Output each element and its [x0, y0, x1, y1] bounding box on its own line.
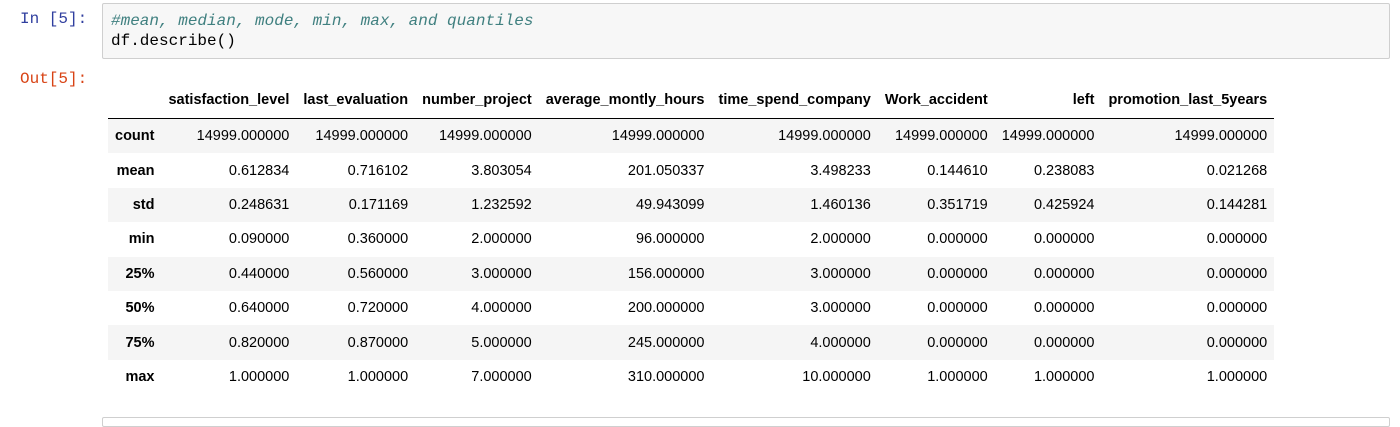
table-cell: 1.000000 [1206, 368, 1268, 385]
table-cell: 0.000000 [1033, 334, 1095, 351]
table-cell: 1.000000 [927, 368, 988, 385]
table-cell: 0.248631 [228, 196, 290, 213]
table-cell: 0.560000 [347, 265, 409, 282]
table-cell: 0.000000 [927, 231, 988, 248]
table-cell: 0.720000 [347, 300, 409, 317]
table-body: count 14999.000000 14999.000000 14999.00000… [108, 118, 1275, 395]
table-cell: 49.943099 [635, 196, 705, 213]
table-cell: 14999.000000 [438, 128, 532, 145]
row-label: 75% [125, 334, 155, 351]
table-row: 25% 0.440000 0.560000 3.000000 156.000000 3.0… [108, 256, 1275, 291]
table-cell: 0.000000 [1033, 265, 1095, 282]
column-header: time_spend_company [711, 82, 878, 119]
table-cell: 0.000000 [927, 300, 988, 317]
table-row: 50% 0.640000 0.720000 4.000000 200.000000 3.0… [108, 290, 1275, 326]
table-row: max 1.000000 1.000000 7.000000 310.000000 10.… [108, 359, 1275, 395]
column-header: promotion_last_5years [1101, 82, 1275, 119]
row-label: 50% [125, 300, 155, 317]
table-cell: 14999.000000 [1001, 128, 1095, 145]
table-row: min 0.090000 0.360000 2.000000 96.000000 2.00… [108, 222, 1275, 257]
table-cell: 14999.000000 [778, 128, 871, 145]
table-cell: 14999.000000 [611, 128, 705, 145]
table-cell: 96.000000 [635, 231, 705, 248]
code-input-cell[interactable]: #mean, median, mode, min, max, and quant… [102, 3, 1390, 59]
column-header: Work_accident [877, 82, 995, 119]
index-header [108, 82, 162, 119]
table-cell: 0.000000 [1033, 231, 1095, 248]
column-header: left [994, 82, 1102, 119]
table-cell: 0.351719 [927, 196, 988, 213]
table-cell: 2.000000 [471, 231, 532, 248]
table-cell: 3.498233 [810, 162, 871, 179]
table-cell: 7.000000 [471, 368, 532, 385]
table-cell: 3.803054 [471, 162, 532, 179]
table-cell: 1.000000 [347, 368, 409, 385]
table-cell: 4.000000 [471, 300, 532, 317]
table-cell: 0.440000 [228, 265, 290, 282]
table-cell: 1.460136 [810, 196, 871, 213]
row-label: count [115, 128, 155, 145]
table-cell: 0.640000 [228, 300, 290, 317]
row-label: mean [116, 162, 155, 179]
table-cell: 1.000000 [228, 368, 290, 385]
table-cell: 0.238083 [1033, 162, 1095, 179]
table-cell: 0.612834 [228, 162, 290, 179]
column-header: last_evaluation [296, 82, 416, 119]
table-cell: 1.000000 [1033, 368, 1095, 385]
table-cell: 0.000000 [927, 334, 988, 351]
table-cell: 0.000000 [1206, 300, 1268, 317]
table-cell: 310.000000 [627, 368, 705, 385]
table-cell: 0.144281 [1206, 196, 1268, 213]
next-input-cell[interactable] [102, 417, 1390, 427]
table-cell: 201.050337 [627, 162, 705, 179]
table-cell: 0.360000 [347, 231, 409, 248]
row-label: 25% [125, 265, 155, 282]
describe-dataframe-table: satisfaction_level last_evaluation number_… [108, 82, 1275, 395]
table-cell: 0.000000 [927, 265, 988, 282]
row-label: min [128, 231, 155, 248]
table-row: std 0.248631 0.171169 1.232592 49.943099 1.46… [108, 187, 1275, 223]
table-cell: 5.000000 [471, 334, 532, 351]
table-cell: 0.144610 [927, 162, 988, 179]
table-cell: 156.000000 [627, 265, 705, 282]
table-row: count 14999.000000 14999.000000 14999.00000… [108, 118, 1275, 154]
table-cell: 10.000000 [802, 368, 871, 385]
table-cell: 14999.000000 [315, 128, 409, 145]
row-label: max [125, 368, 155, 385]
column-header: number_project [415, 82, 539, 119]
output-prompt: Out[5]: [20, 70, 88, 88]
table-cell: 14999.000000 [196, 128, 290, 145]
table-cell: 245.000000 [627, 334, 705, 351]
table-cell: 0.000000 [1033, 300, 1095, 317]
table-row: 75% 0.820000 0.870000 5.000000 245.000000 4.0… [108, 325, 1275, 360]
table-cell: 0.870000 [347, 334, 409, 351]
table-cell: 0.171169 [348, 196, 409, 213]
table-row: mean 0.612834 0.716102 3.803054 201.050337 3.… [108, 153, 1275, 188]
table-cell: 2.000000 [810, 231, 871, 248]
table-cell: 0.000000 [1206, 231, 1268, 248]
table-cell: 14999.000000 [894, 128, 988, 145]
table-cell: 0.021268 [1206, 162, 1268, 179]
table-cell: 3.000000 [810, 265, 871, 282]
table-cell: 4.000000 [810, 334, 871, 351]
row-label: std [132, 196, 155, 213]
table-cell: 3.000000 [471, 265, 532, 282]
table-cell: 0.716102 [347, 162, 409, 179]
table-cell: 0.000000 [1206, 265, 1268, 282]
column-header: average_montly_hours [538, 82, 712, 119]
table-cell: 14999.000000 [1174, 128, 1268, 145]
table-header-row: satisfaction_level last_evaluation number_… [108, 82, 1275, 119]
table-cell: 0.425924 [1033, 196, 1095, 213]
table-cell: 0.090000 [228, 231, 290, 248]
table-cell: 1.232592 [471, 196, 532, 213]
input-prompt: In [5]: [20, 10, 88, 28]
column-header: satisfaction_level [161, 82, 297, 119]
table-cell: 200.000000 [627, 300, 705, 317]
table-cell: 0.000000 [1206, 334, 1268, 351]
code-line: df.describe() [111, 32, 236, 50]
code-comment: #mean, median, mode, min, max, and quant… [111, 12, 534, 30]
table-cell: 3.000000 [810, 300, 871, 317]
table-cell: 0.820000 [228, 334, 290, 351]
